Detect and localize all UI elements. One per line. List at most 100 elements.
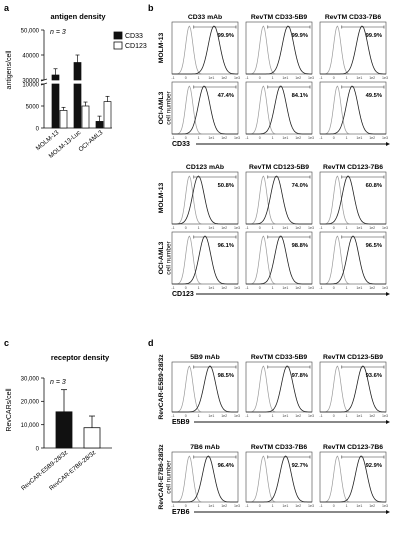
column-title: RevTM CD123-5B9 — [323, 354, 383, 361]
x-tick-label: 1e2 — [221, 504, 227, 508]
x-tick-label: 1e2 — [369, 504, 375, 508]
x-tick-label: 1e1 — [356, 136, 362, 140]
column-title: RevTM CD33-7B6 — [325, 14, 381, 21]
category-label: OCI-AML3 — [77, 129, 104, 154]
x-tick-label: 1e3 — [308, 286, 314, 290]
x-tick-label: -1 — [319, 286, 322, 290]
n-annotation: n = 3 — [50, 29, 66, 36]
y-axis-label: cell number — [166, 459, 173, 493]
percent-label: 92.7% — [292, 463, 308, 469]
x-tick-label: 1 — [198, 504, 200, 508]
x-tick-label: 1e3 — [382, 76, 388, 80]
x-tick-label: 0 — [259, 226, 261, 230]
percent-label: 96.4% — [218, 463, 234, 469]
y-tick-label: 30000 — [22, 78, 39, 84]
x-tick-label: 1e3 — [234, 414, 240, 418]
x-tick-label: -1 — [245, 414, 248, 418]
arrow-head — [386, 420, 390, 424]
stained-curve — [246, 85, 312, 135]
column-title: CD33 mAb — [188, 14, 222, 21]
x-tick-label: -1 — [319, 136, 322, 140]
x-tick-label: 1e3 — [234, 136, 240, 140]
x-tick-label: 1e2 — [295, 286, 301, 290]
arrow-head — [386, 510, 390, 514]
x-tick-label: 1e1 — [208, 504, 214, 508]
x-tick-label: -1 — [245, 504, 248, 508]
x-tick-label: 1 — [272, 414, 274, 418]
x-tick-label: 1 — [346, 504, 348, 508]
x-tick-label: -1 — [245, 136, 248, 140]
histogram-frame — [171, 361, 239, 413]
x-tick-label: 1e1 — [356, 76, 362, 80]
x-tick-label: 1e1 — [356, 504, 362, 508]
chart-title: antigen density — [50, 12, 106, 21]
row-label: RevCAR-E5B9-28/3z — [158, 354, 165, 420]
x-tick-label: 1e1 — [208, 286, 214, 290]
x-tick-label: 1e2 — [295, 226, 301, 230]
histogram-frame — [245, 21, 313, 75]
x-tick-label: 1e2 — [221, 226, 227, 230]
percent-label: 99.9% — [292, 33, 308, 39]
percent-label: 93.6% — [366, 373, 382, 379]
x-tick-label: 1e3 — [308, 76, 314, 80]
x-tick-label: -1 — [319, 226, 322, 230]
stained-curve — [320, 175, 386, 225]
x-tick-label: 0 — [259, 286, 261, 290]
x-tick-label: 1 — [198, 226, 200, 230]
x-tick-label: 1e2 — [295, 504, 301, 508]
x-tick-label: 1 — [272, 136, 274, 140]
y-tick-label: 40000 — [22, 53, 39, 59]
row-label: OCI-AML3 — [158, 241, 165, 274]
x-axis-label: E5B9 — [172, 419, 190, 426]
percent-label: 47.4% — [218, 93, 234, 99]
bar-cd33-lower — [51, 83, 60, 129]
y-tick-label: 0 — [36, 126, 40, 132]
x-tick-label: 0 — [333, 76, 335, 80]
y-axis-label: cell number — [166, 240, 173, 274]
x-tick-label: 1 — [346, 136, 348, 140]
legend-label: CD123 — [125, 43, 147, 50]
column-title: CD123 mAb — [186, 164, 224, 171]
x-tick-label: 1 — [198, 136, 200, 140]
stained-curve — [246, 25, 312, 75]
percent-label: 98.8% — [292, 243, 308, 249]
x-tick-label: 0 — [333, 136, 335, 140]
stained-curve — [320, 365, 386, 413]
arrow-head — [386, 292, 390, 296]
bar-cd33 — [95, 121, 104, 129]
x-tick-label: 1e3 — [308, 504, 314, 508]
percent-label: 74.0% — [292, 183, 308, 189]
stained-curve — [246, 175, 312, 225]
stained-curve — [172, 365, 238, 413]
bar-cd33-upper — [51, 74, 60, 81]
y-tick-label: 10000 — [22, 82, 39, 88]
histogram-frame — [245, 81, 313, 135]
x-tick-label: 1e1 — [356, 226, 362, 230]
x-tick-label: 1e2 — [369, 226, 375, 230]
y-ticks: 0 10,000 20,000 30,000 — [21, 376, 44, 452]
stained-curve — [172, 25, 238, 75]
x-tick-label: 0 — [333, 414, 335, 418]
x-tick-label: 1e1 — [282, 414, 288, 418]
percent-label: 99.9% — [366, 33, 382, 39]
control-curve — [246, 455, 312, 503]
x-tick-label: 1e2 — [369, 136, 375, 140]
x-tick-label: 1e3 — [382, 226, 388, 230]
chart-title: receptor density — [51, 353, 110, 362]
column-title: RevTM CD33-5B9 — [251, 354, 307, 361]
bars — [55, 389, 101, 449]
x-tick-label: 1e3 — [382, 286, 388, 290]
y-tick-label: 5000 — [26, 104, 40, 110]
x-tick-label: -1 — [319, 504, 322, 508]
y-tick-label: 50,000 — [21, 28, 40, 34]
x-tick-label: 1 — [272, 76, 274, 80]
x-tick-label: -1 — [245, 226, 248, 230]
x-tick-label: 1e2 — [221, 286, 227, 290]
x-tick-label: 1e3 — [308, 136, 314, 140]
x-axis-label: E7B6 — [172, 509, 190, 516]
stained-curve — [320, 85, 386, 135]
x-tick-label: 1e1 — [282, 286, 288, 290]
control-curve — [172, 365, 238, 413]
stained-curve — [246, 455, 312, 503]
row-label: MOLM-13 — [158, 182, 165, 213]
